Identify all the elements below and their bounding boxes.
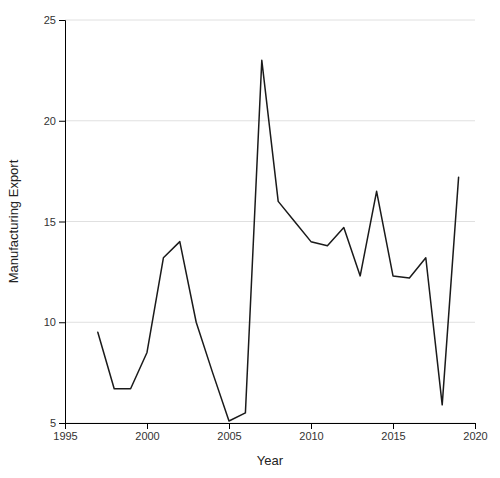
data-layer <box>98 60 459 421</box>
x-tick: 2005 <box>217 423 241 442</box>
x-axis: 1995 2000 2005 2010 2015 2020 <box>53 423 487 442</box>
chart-container: 1995 2000 2005 2010 2015 2020 5 10 15 20 25 Year Man… <box>0 0 500 478</box>
data-line <box>98 60 459 421</box>
x-tick: 2010 <box>299 423 323 442</box>
y-tick-mark <box>59 423 65 424</box>
x-tick-label: 1995 <box>53 430 77 442</box>
x-tick-label: 2015 <box>381 430 405 442</box>
x-tick-label: 2010 <box>299 430 323 442</box>
x-tick-mark <box>311 423 312 429</box>
chart-svg: 1995 2000 2005 2010 2015 2020 5 10 15 20 25 Year Man… <box>0 0 500 478</box>
y-tick-label: 25 <box>44 14 56 26</box>
y-axis: 5 10 15 20 25 <box>44 14 66 429</box>
x-tick-mark <box>393 423 394 429</box>
x-tick-mark <box>475 423 476 429</box>
grid-line-y <box>65 120 475 121</box>
y-tick-mark <box>59 20 65 21</box>
y-tick: 15 <box>44 216 65 228</box>
grid <box>65 20 475 423</box>
y-tick-mark <box>59 322 65 323</box>
grid-line-y <box>65 20 475 21</box>
grid-line-y <box>65 221 475 222</box>
y-tick-label: 20 <box>44 115 56 127</box>
plot-area: 1995 2000 2005 2010 2015 2020 5 10 15 20 25 <box>44 14 488 442</box>
y-tick: 20 <box>44 115 65 127</box>
y-tick-mark <box>59 121 65 122</box>
x-tick-label: 2020 <box>463 430 487 442</box>
x-tick: 2000 <box>135 423 159 442</box>
y-tick-mark <box>59 222 65 223</box>
y-axis-line <box>59 21 66 424</box>
y-tick-label: 10 <box>44 316 56 328</box>
x-tick: 2020 <box>463 423 487 442</box>
x-axis-title: Year <box>257 453 284 468</box>
x-tick-mark <box>229 423 230 429</box>
x-tick: 2015 <box>381 423 405 442</box>
y-tick: 5 <box>50 417 65 429</box>
grid-line-y <box>65 322 475 323</box>
x-tick-label: 2005 <box>217 430 241 442</box>
y-tick: 10 <box>44 316 65 328</box>
x-axis-line <box>66 424 476 430</box>
y-tick: 25 <box>44 14 65 26</box>
x-tick-label: 2000 <box>135 430 159 442</box>
y-tick-label: 15 <box>44 216 56 228</box>
x-tick-mark <box>147 423 148 429</box>
y-tick-label: 5 <box>50 417 56 429</box>
y-axis-title: Manufacturing Export <box>6 159 21 283</box>
x-tick: 1995 <box>53 423 77 442</box>
